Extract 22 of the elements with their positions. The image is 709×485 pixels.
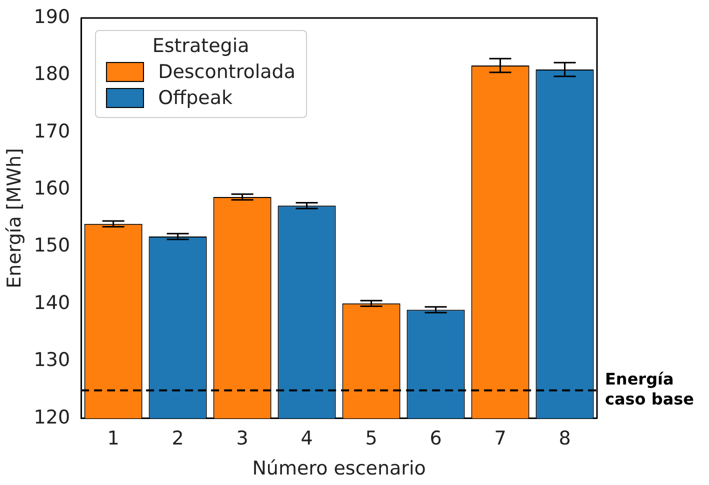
x-tick-label: 8 xyxy=(558,428,571,450)
legend-label: Descontrolada xyxy=(158,61,296,83)
x-tick-label: 6 xyxy=(430,428,442,450)
y-tick-label: 190 xyxy=(34,6,70,28)
legend-title: Estrategia xyxy=(151,35,250,57)
y-axis-title: Energía [MWh] xyxy=(3,148,26,288)
legend-label: Offpeak xyxy=(158,87,233,109)
x-tick-label: 7 xyxy=(494,428,506,450)
x-tick-label: 1 xyxy=(107,428,120,450)
x-tick-label: 3 xyxy=(236,428,248,450)
x-tick-label: 5 xyxy=(365,428,378,450)
y-tick-label: 130 xyxy=(34,349,70,372)
x-tick-label: 4 xyxy=(300,428,313,450)
x-tick-label: 2 xyxy=(172,428,184,450)
y-tick-label: 150 xyxy=(34,234,70,257)
y-tick-label: 170 xyxy=(34,120,70,142)
ref-line-label: Energía caso base xyxy=(605,370,694,409)
y-tick-label: 140 xyxy=(34,292,70,314)
y-tick-label: 120 xyxy=(34,406,70,428)
y-tick-label: 160 xyxy=(34,178,70,200)
y-tick-label: 180 xyxy=(34,63,70,86)
x-axis-title: Número escenario xyxy=(252,458,426,480)
